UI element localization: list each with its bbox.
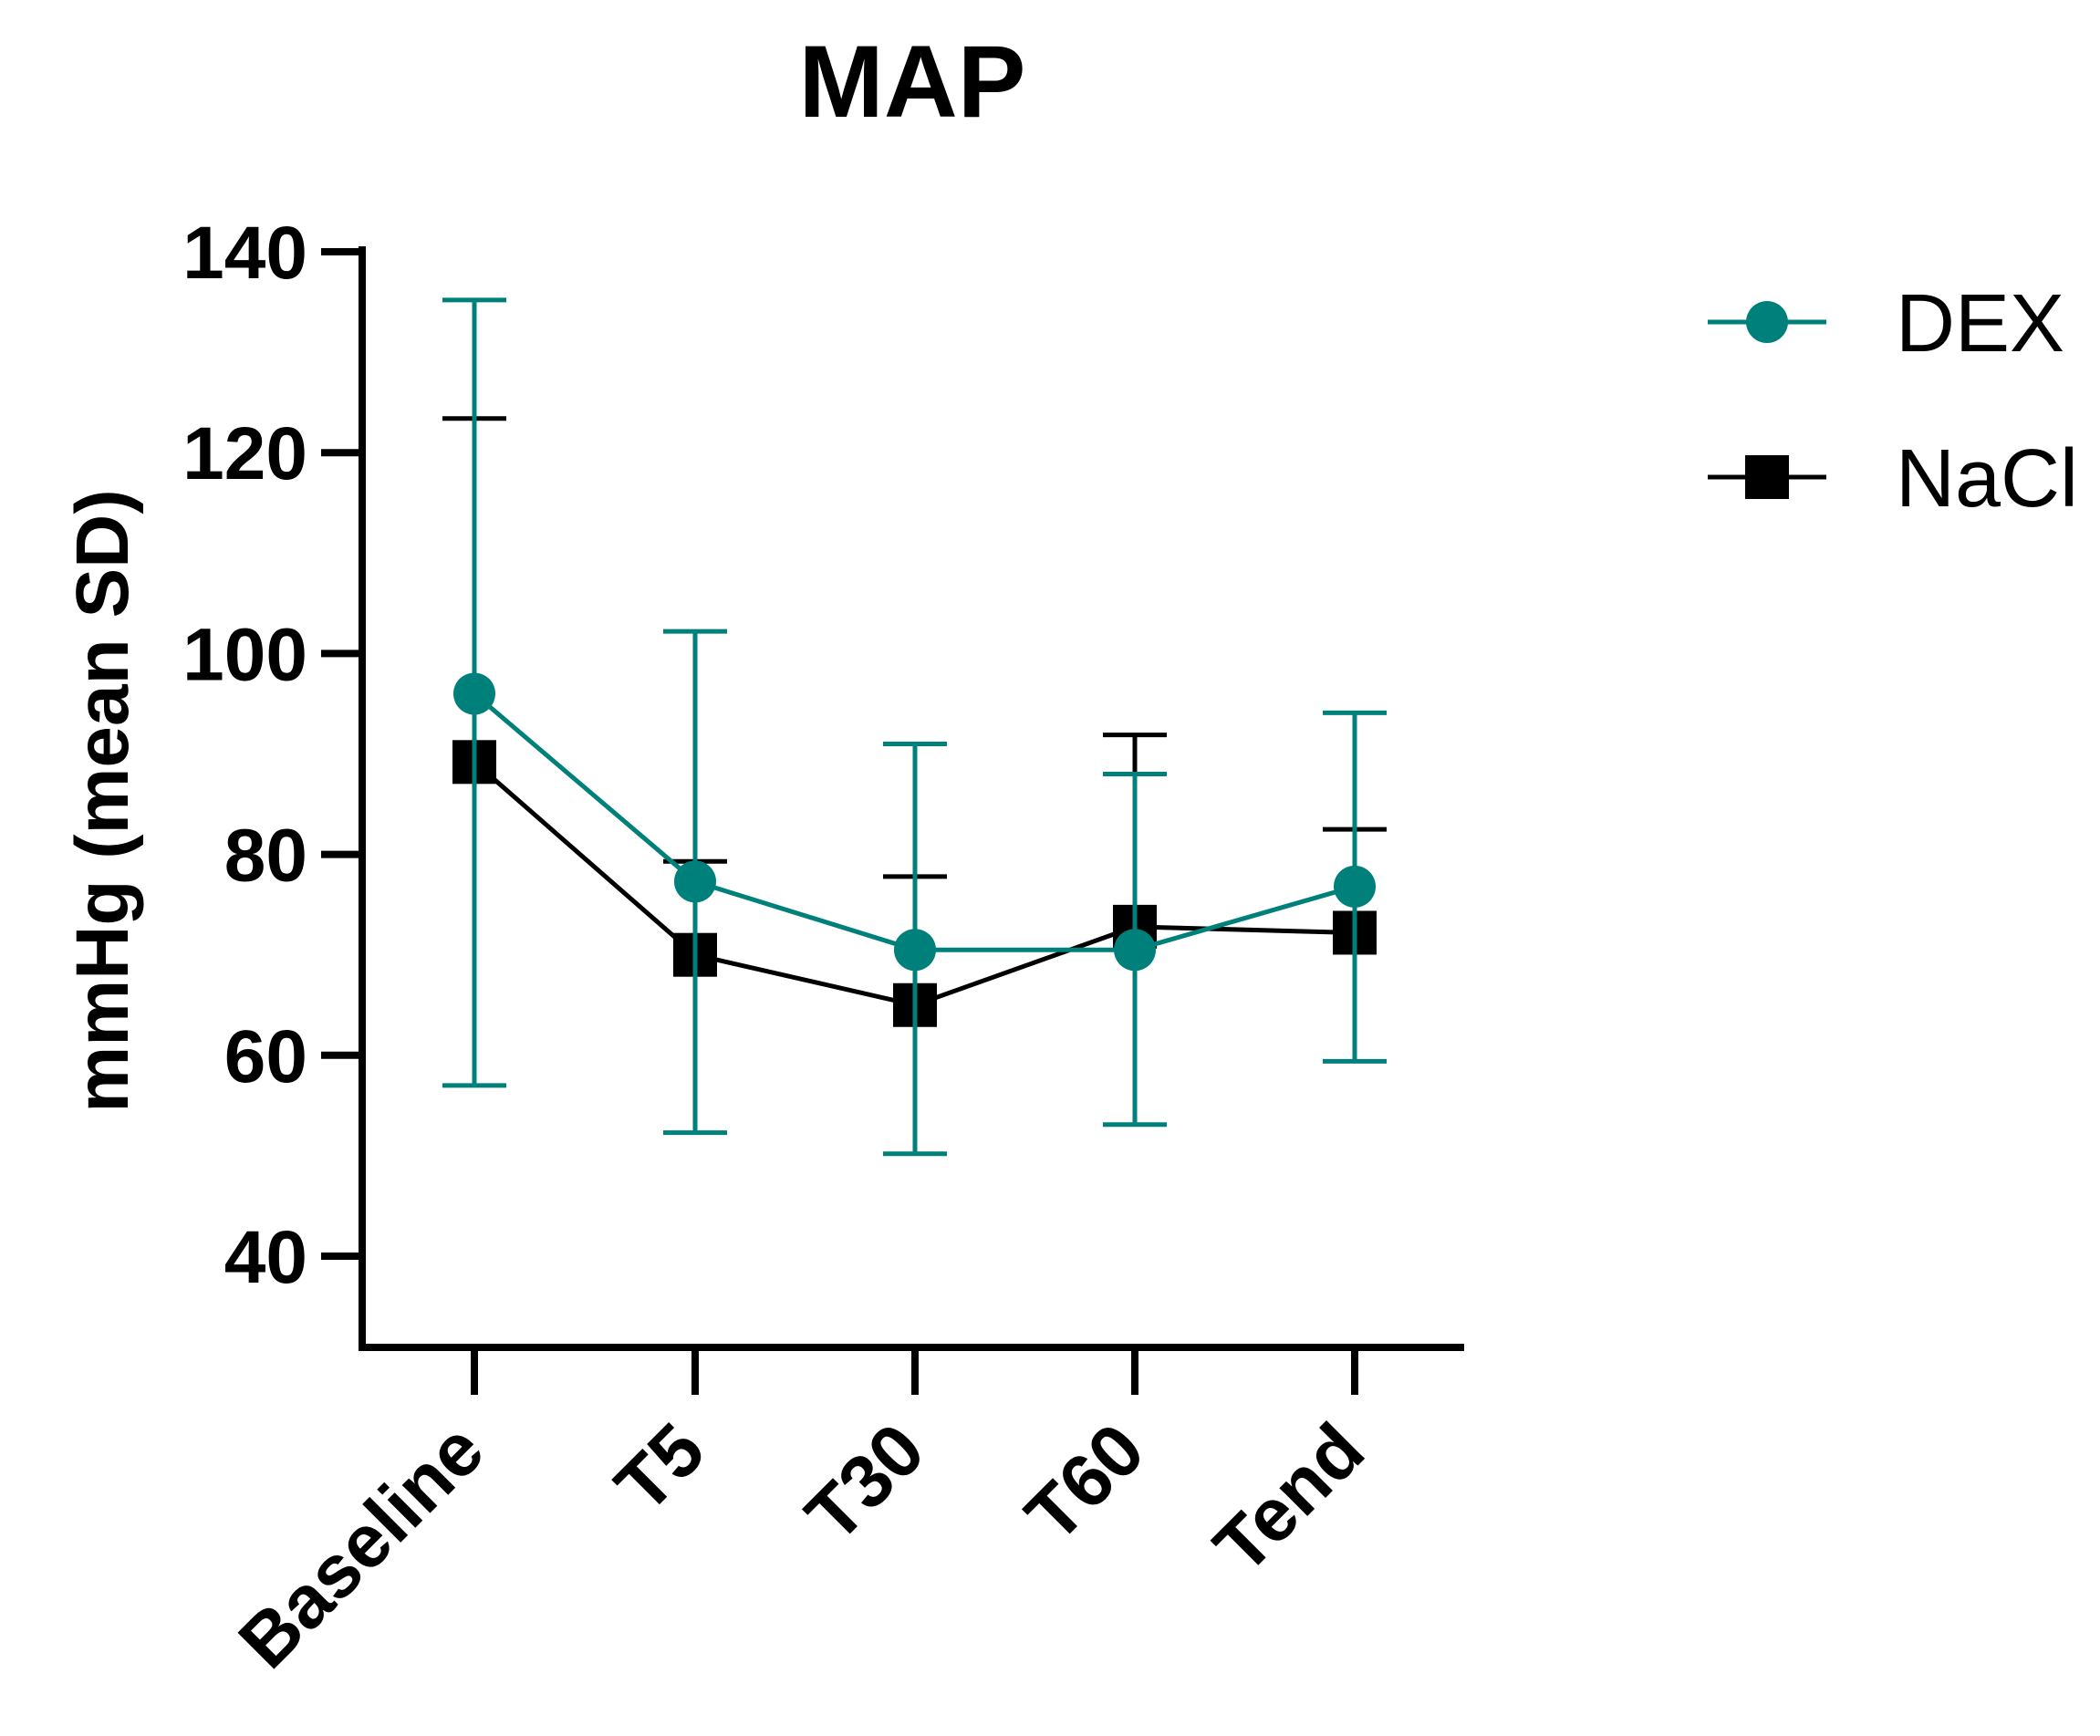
data-point: [674, 860, 716, 903]
data-point: [453, 672, 495, 715]
data-point: [1334, 865, 1376, 908]
x-tick-label: T5: [600, 1408, 721, 1528]
axes: 40 60 80 100 120 140 Baseline T5 T30 T60 Tend: [182, 212, 1464, 1684]
y-axis-label: mmHg (mean SD): [61, 489, 144, 1112]
legend-label: DEX: [1896, 278, 2064, 369]
y-tick-label: 140: [182, 212, 307, 295]
legend-label: NaCl: [1896, 433, 2078, 525]
y-tick-label: 60: [224, 1015, 307, 1098]
y-tick-label: 40: [224, 1216, 307, 1299]
x-tick-label: Baseline: [224, 1408, 500, 1684]
legend-marker: [1746, 301, 1788, 343]
y-tick-label: 100: [182, 613, 307, 696]
data-point: [894, 929, 936, 972]
series-dex: [442, 297, 1387, 1157]
chart-title: MAP: [799, 25, 1026, 139]
legend: DEX NaCl: [1708, 278, 2078, 525]
x-tick-label: T60: [1010, 1408, 1159, 1557]
legend-item-nacl: NaCl: [1708, 433, 2078, 525]
y-tick-label: 80: [224, 815, 307, 898]
y-tick-label: 120: [182, 412, 307, 495]
legend-item-dex: DEX: [1708, 278, 2064, 369]
legend-marker: [1745, 455, 1789, 499]
series-layer: [442, 297, 1387, 1157]
data-point: [1114, 929, 1156, 972]
x-tick-label: Tend: [1199, 1408, 1380, 1589]
x-tick-label: T30: [790, 1408, 940, 1557]
